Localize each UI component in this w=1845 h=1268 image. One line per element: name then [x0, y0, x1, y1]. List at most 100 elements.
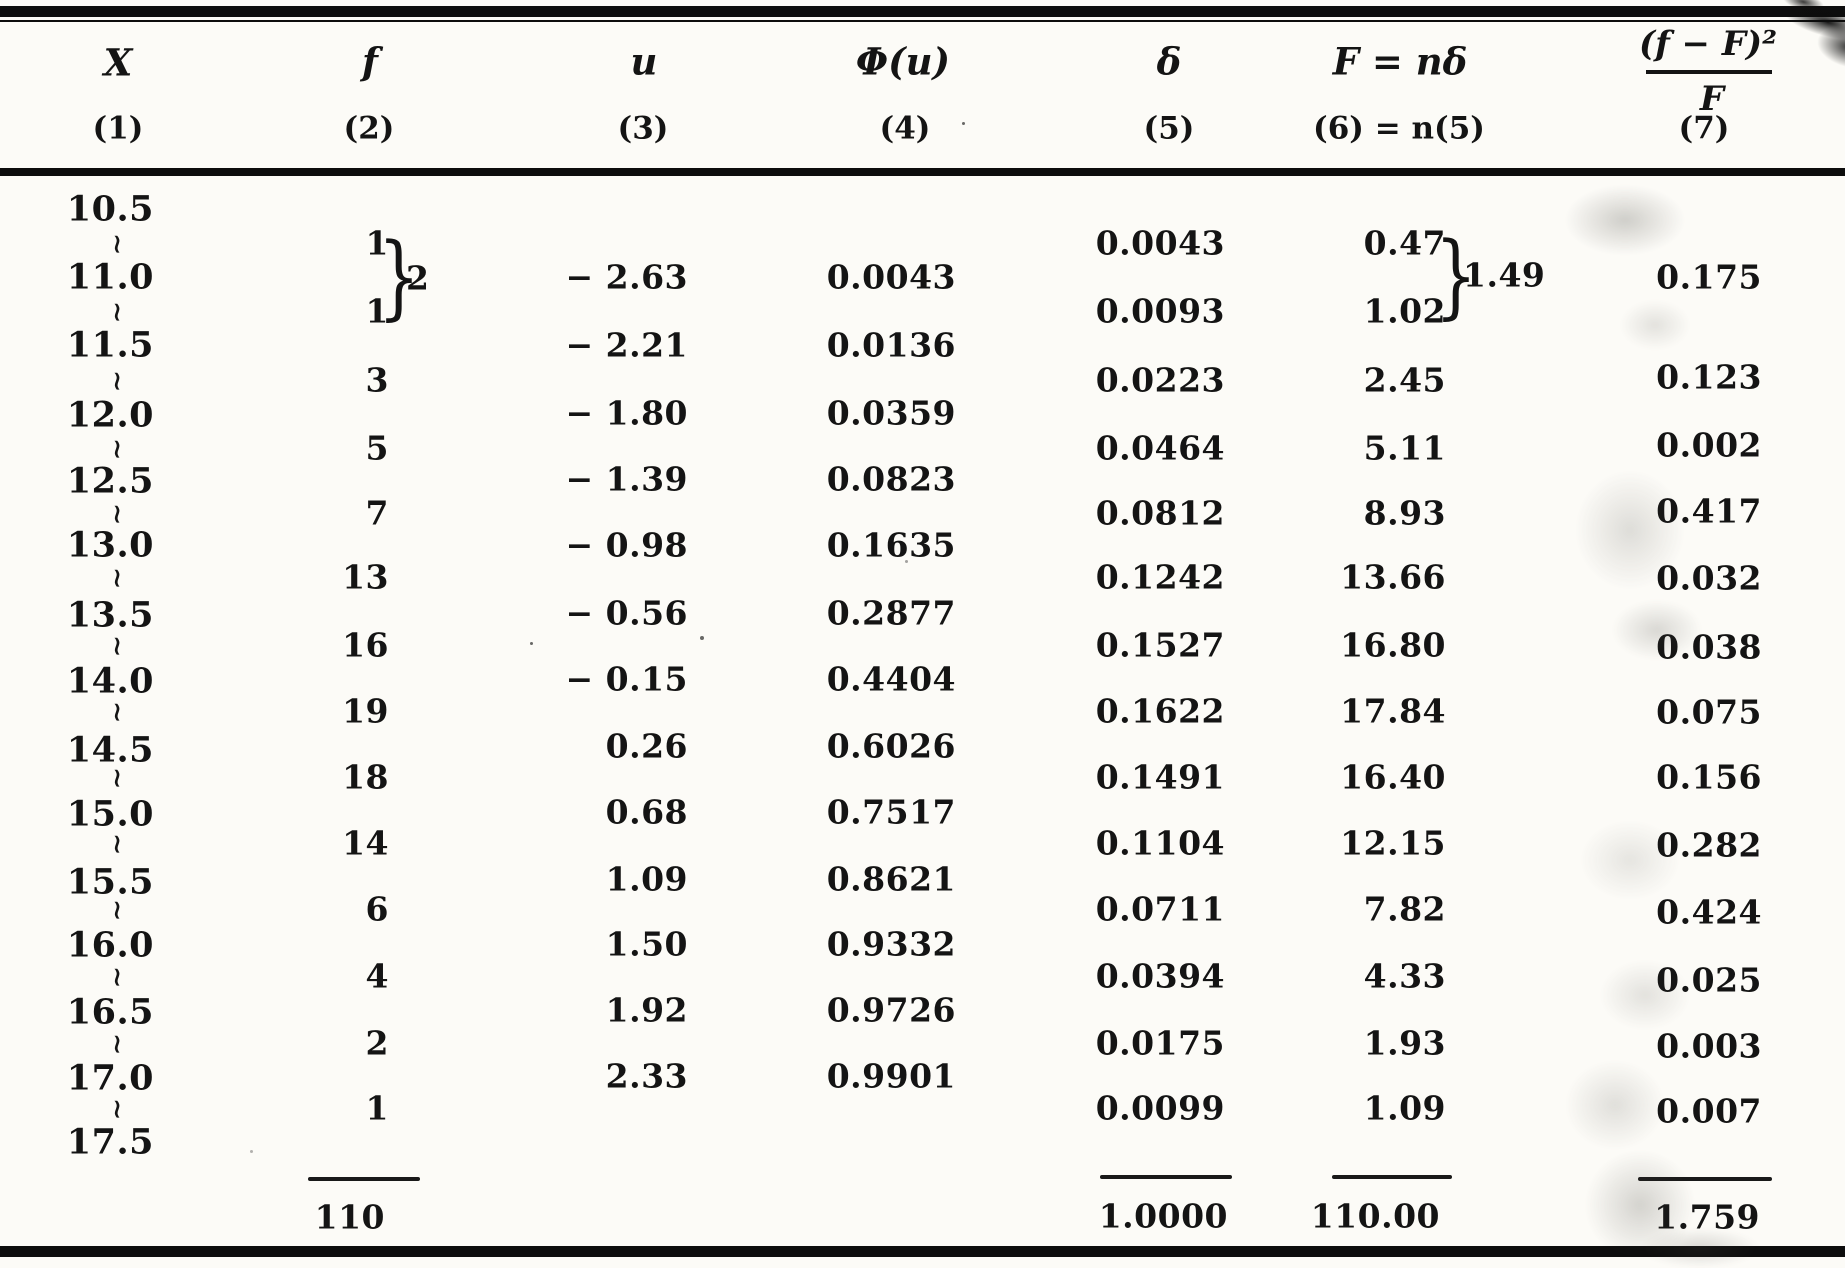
u-value: − 2.63	[565, 257, 688, 297]
chi-sum-line	[1638, 1177, 1772, 1181]
col-number-1: (1)	[92, 110, 144, 147]
phi-value: 0.0136	[826, 325, 956, 365]
expected-f-value: 1.02	[1363, 291, 1446, 331]
expected-f-value: 13.66	[1340, 557, 1446, 597]
delta-value: 0.1622	[1095, 691, 1225, 731]
chi-contrib-value: 0.417	[1656, 491, 1762, 531]
f-value: 1	[365, 291, 389, 331]
u-value: − 1.80	[565, 393, 688, 433]
u-value: − 0.15	[565, 659, 688, 699]
scan-speck	[905, 560, 908, 563]
phi-value: 0.0823	[826, 459, 956, 499]
delta-value: 0.0394	[1095, 956, 1225, 996]
scan-smudge	[1565, 185, 1685, 255]
u-value: 0.68	[605, 792, 688, 832]
f-value: 2	[365, 1023, 389, 1063]
bottom-rule	[0, 1246, 1845, 1257]
x-boundary-value: 17.5	[66, 1121, 154, 1163]
col-number-3: (3)	[617, 110, 669, 147]
f-value: 1	[365, 1088, 389, 1128]
delta-value: 0.0099	[1095, 1088, 1225, 1128]
x-boundary-value: 15.0	[66, 793, 154, 835]
col-number-6: (6) = n(5)	[1313, 110, 1485, 147]
f-value: 19	[342, 691, 389, 731]
f-value: 7	[365, 493, 389, 533]
expected-f-value: 12.15	[1340, 823, 1446, 863]
scan-smudge	[1640, 1228, 1760, 1268]
expected-sum-line	[1332, 1175, 1452, 1179]
scan-speck	[700, 636, 704, 640]
scan-speck	[962, 122, 965, 125]
chi-contrib-value: 0.007	[1656, 1091, 1762, 1131]
chi-contrib-value: 0.123	[1656, 357, 1762, 397]
col-header-expected: F = nδ	[1332, 39, 1468, 84]
expected-f-value: 7.82	[1363, 889, 1446, 929]
u-value: 0.26	[605, 726, 688, 766]
delta-value: 0.1242	[1095, 557, 1225, 597]
x-boundary-value: 17.0	[66, 1057, 154, 1099]
chi-total: 1.759	[1654, 1197, 1760, 1237]
top-rule-thick	[0, 6, 1845, 17]
f-value: 13	[342, 557, 389, 597]
scan-smudge-corner	[1719, 0, 1845, 91]
col-header-chi-denominator: F	[1699, 79, 1725, 119]
expected-f-value: 2.45	[1363, 360, 1446, 400]
scan-speck	[530, 642, 533, 645]
delta-value: 0.0223	[1095, 360, 1225, 400]
delta-sum-line	[1100, 1175, 1232, 1179]
col-number-7: (7)	[1678, 110, 1730, 147]
f-group-brace: }	[377, 223, 421, 330]
f-value: 18	[342, 757, 389, 797]
x-boundary-value: 16.5	[66, 991, 154, 1033]
col-number-4: (4)	[879, 110, 931, 147]
scan-smudge	[1565, 1060, 1665, 1150]
col-header-x: X	[103, 40, 133, 85]
u-value: 1.09	[605, 859, 688, 899]
x-boundary-value: 16.0	[66, 924, 154, 966]
phi-value: 0.4404	[826, 659, 956, 699]
scan-smudge	[1580, 820, 1680, 900]
expected-f-value: 1.09	[1363, 1088, 1446, 1128]
expected-f-value: 8.93	[1363, 493, 1446, 533]
delta-value: 0.0043	[1095, 223, 1225, 263]
chi-contrib-value: 0.175	[1656, 257, 1762, 297]
chi-contrib-value: 0.003	[1656, 1026, 1762, 1066]
x-boundary-value: 14.5	[66, 729, 154, 771]
delta-value: 0.0464	[1095, 428, 1225, 468]
phi-value: 0.9332	[826, 924, 956, 964]
delta-total: 1.0000	[1098, 1196, 1228, 1236]
f-value: 14	[342, 823, 389, 863]
phi-value: 0.9726	[826, 990, 956, 1030]
u-value: − 2.21	[565, 325, 688, 365]
phi-value: 0.0043	[826, 257, 956, 297]
delta-value: 0.0175	[1095, 1023, 1225, 1063]
f-value: 6	[365, 889, 389, 929]
x-boundary-value: 11.5	[66, 324, 154, 366]
col-header-u: u	[630, 39, 658, 84]
top-rule-thin	[0, 20, 1845, 22]
x-boundary-value: 13.5	[66, 594, 154, 636]
phi-value: 0.7517	[826, 792, 956, 832]
scan-smudge	[1575, 470, 1685, 590]
delta-value: 0.1104	[1095, 823, 1225, 863]
expected-group-brace: }	[1434, 222, 1478, 329]
f-value: 4	[365, 956, 389, 996]
x-boundary-value: 15.5	[66, 861, 154, 903]
chi-contrib-value: 0.424	[1656, 892, 1762, 932]
delta-value: 0.1491	[1095, 757, 1225, 797]
expected-f-value: 0.47	[1363, 223, 1446, 263]
expected-f-value: 5.11	[1363, 428, 1446, 468]
chi-contrib-value: 0.002	[1656, 425, 1762, 465]
f-sum-line	[308, 1177, 420, 1181]
f-value: 16	[342, 625, 389, 665]
delta-value: 0.1527	[1095, 625, 1225, 665]
x-boundary-value: 13.0	[66, 524, 154, 566]
scan-smudge	[1620, 300, 1690, 350]
x-boundary-value: 12.5	[66, 460, 154, 502]
phi-value: 0.9901	[826, 1056, 956, 1096]
phi-value: 0.2877	[826, 593, 956, 633]
u-value: 1.50	[605, 924, 688, 964]
chi-contrib-value: 0.025	[1656, 960, 1762, 1000]
col-number-5: (5)	[1143, 110, 1195, 147]
